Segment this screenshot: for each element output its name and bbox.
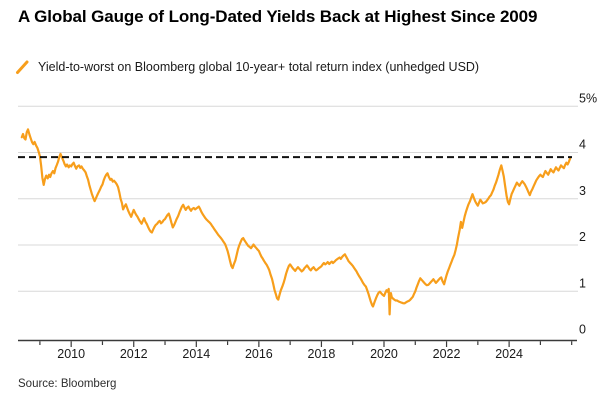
y-axis-label-4: 4 (579, 138, 586, 152)
x-axis-label-2012: 2012 (120, 347, 148, 361)
chart-title: A Global Gauge of Long-Dated Yields Back… (18, 7, 538, 26)
y-axis-label-5: 5% (579, 91, 597, 105)
x-axis-label-2020: 2020 (370, 347, 398, 361)
x-axis-label-2010: 2010 (57, 347, 85, 361)
legend-series-label: Yield-to-worst on Bloomberg global 10-ye… (38, 60, 480, 74)
y-axis-label-3: 3 (579, 184, 586, 198)
x-axis-label-2022: 2022 (433, 347, 461, 361)
x-axis-label-2018: 2018 (308, 347, 336, 361)
series-line-marker-icon (15, 59, 30, 75)
x-axis-label-2014: 2014 (182, 347, 210, 361)
y-axis-label-0: 0 (579, 323, 586, 337)
y-axis-label-2: 2 (579, 230, 586, 244)
source-note: Source: Bloomberg (18, 378, 117, 390)
legend-marker-path (16, 60, 29, 74)
yield-series-line (20, 128, 572, 316)
x-axis-label-2024: 2024 (495, 347, 523, 361)
y-axis-label-1: 1 (579, 276, 586, 290)
x-axis-label-2016: 2016 (245, 347, 273, 361)
chart-legend: Yield-to-worst on Bloomberg global 10-ye… (15, 59, 479, 75)
